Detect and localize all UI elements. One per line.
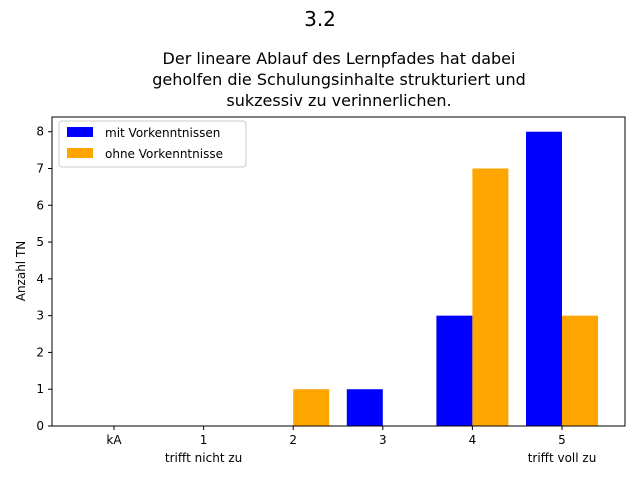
y-tick-label-1: 1: [36, 382, 44, 396]
x-axis: kA 1 trifft nicht zu 2 3 4 5 trifft voll zu: [106, 426, 596, 465]
bars-layer: [293, 131, 598, 426]
bar-ohne-vorkenntnisse-2: [293, 389, 330, 426]
legend-box: [58, 120, 247, 168]
legend-swatch-1: [67, 148, 93, 158]
legend-swatch-0: [67, 127, 93, 137]
y-axis: 0 1 2 3 4 5 6 7 8: [36, 125, 52, 433]
x-tick-label-5: 5: [558, 433, 566, 447]
y-tick-label-3: 3: [36, 309, 44, 323]
chart-title-line-2: geholfen die Schulungsinhalte strukturie…: [152, 70, 526, 89]
y-tick-label-5: 5: [36, 235, 44, 249]
chart-title-line-3: sukzessiv zu verinnerlichen.: [226, 91, 451, 110]
x-tick-sublabel-5: trifft voll zu: [528, 451, 597, 465]
y-tick-label-8: 8: [36, 125, 44, 139]
y-tick-label-7: 7: [36, 162, 44, 176]
y-tick-label-2: 2: [36, 345, 44, 359]
y-axis-label: Anzahl TN: [14, 241, 28, 302]
plot-frame: [51, 116, 626, 427]
x-tick-label-3: 3: [379, 433, 387, 447]
chart-title-line-1: Der lineare Ablauf des Lernpfades hat da…: [163, 49, 516, 68]
y-tick-label-0: 0: [36, 419, 44, 433]
x-tick-label-2: 2: [289, 433, 297, 447]
y-tick-label-6: 6: [36, 198, 44, 212]
bar-mit-vorkenntnissen-4: [436, 315, 473, 426]
legend-label-1: ohne Vorkenntnisse: [105, 147, 223, 161]
chart-suptitle: 3.2: [304, 7, 336, 31]
bar-mit-vorkenntnissen-3: [346, 389, 383, 426]
bar-ohne-vorkenntnisse-4: [472, 168, 509, 426]
x-tick-label-1: 1: [200, 433, 208, 447]
x-tick-label-4: 4: [469, 433, 477, 447]
legend-label-0: mit Vorkenntnissen: [105, 126, 220, 140]
x-tick-label-0: kA: [106, 433, 122, 447]
y-tick-label-4: 4: [36, 272, 44, 286]
x-tick-sublabel-1: trifft nicht zu: [165, 451, 242, 465]
legend: mit Vorkenntnissen ohne Vorkenntnisse: [58, 120, 247, 168]
bar-mit-vorkenntnissen-5: [526, 131, 562, 426]
bar-ohne-vorkenntnisse-5: [562, 315, 598, 426]
